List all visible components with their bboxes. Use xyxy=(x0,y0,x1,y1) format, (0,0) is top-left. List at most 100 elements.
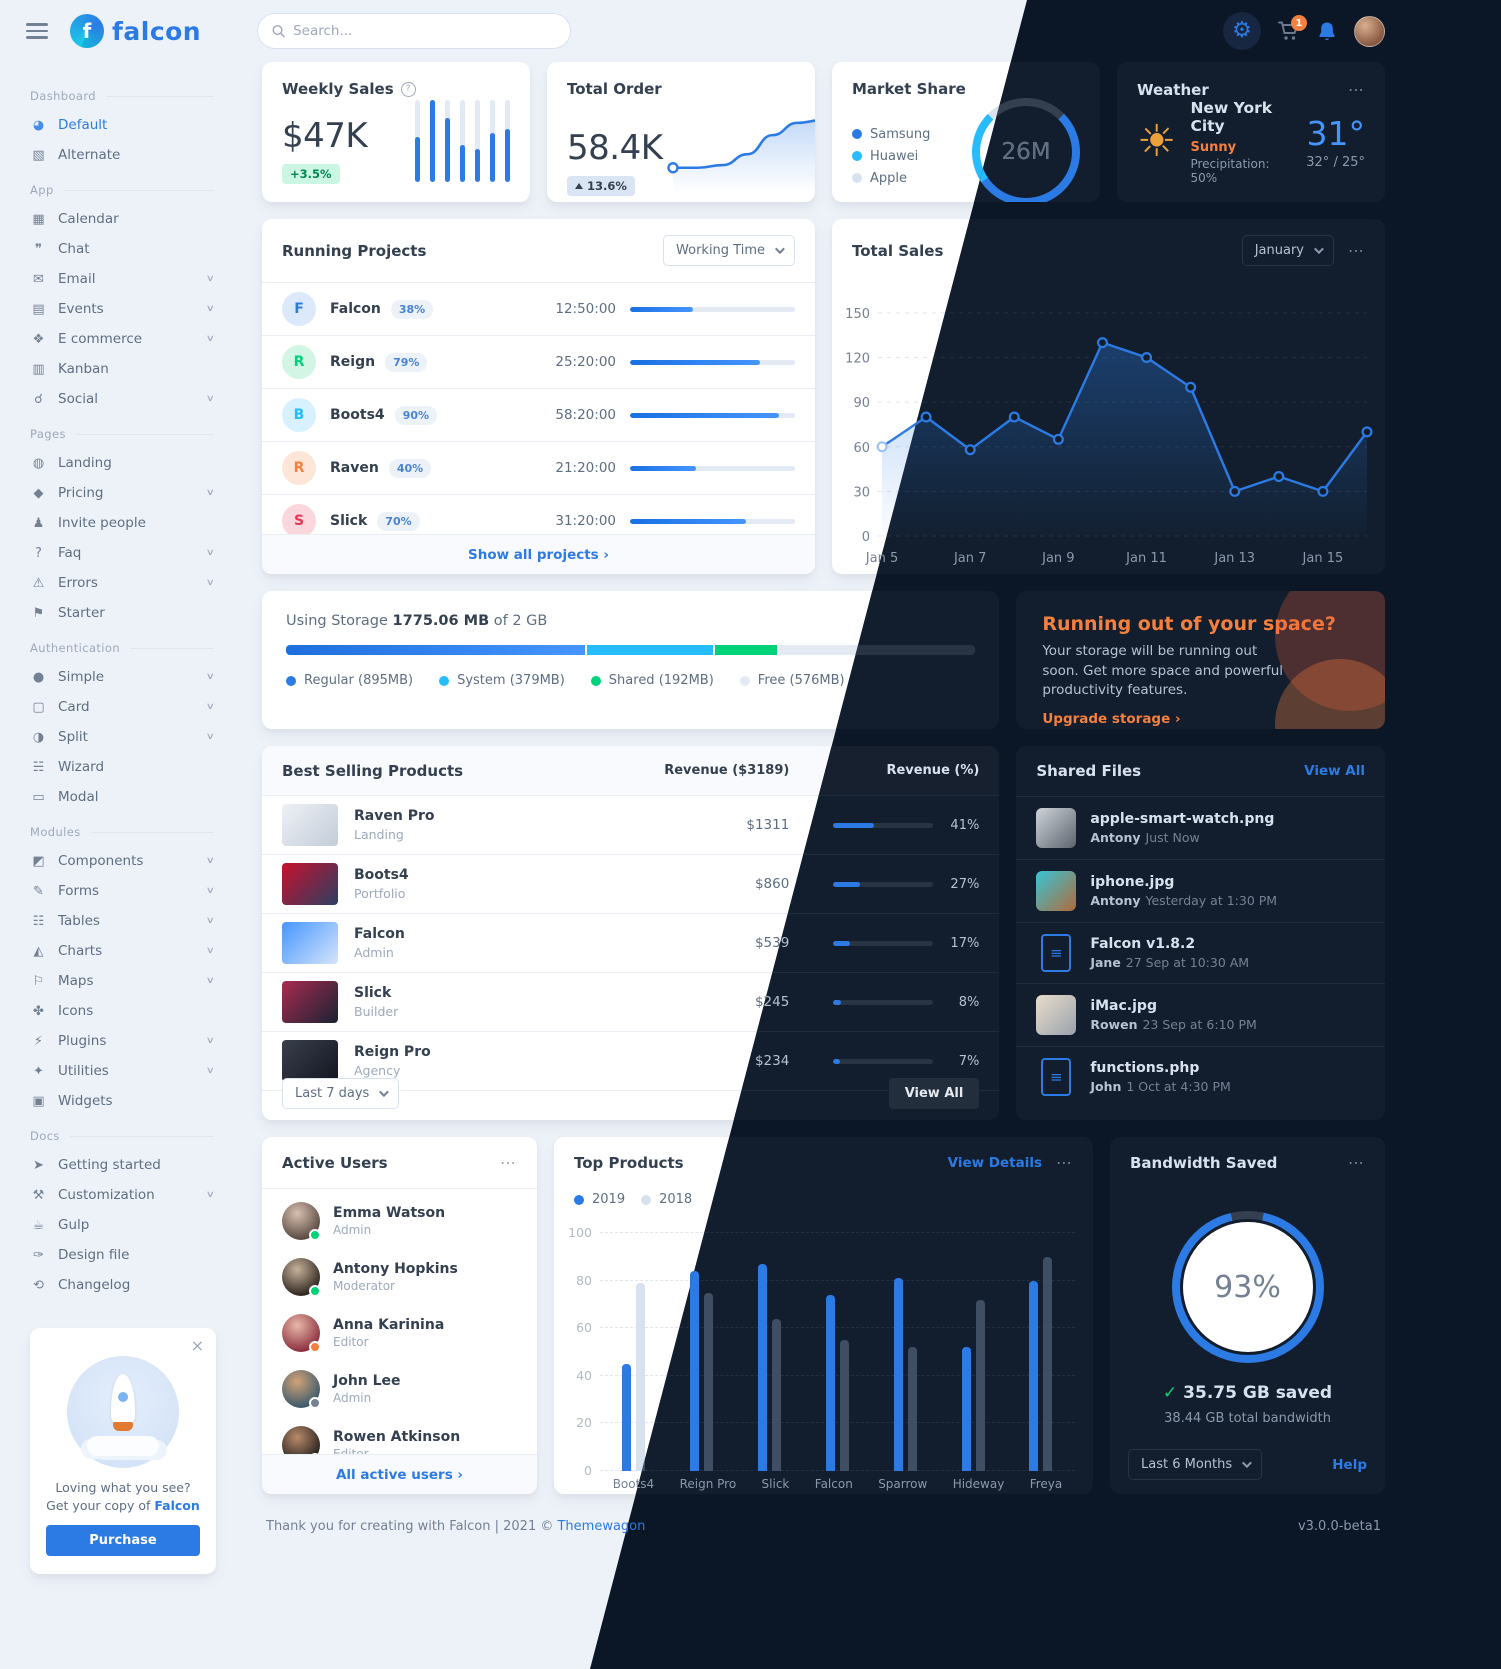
more-menu-icon[interactable]: ⋯ xyxy=(1348,241,1365,260)
project-row[interactable]: R Reign 79% 25:20:00 xyxy=(262,336,815,389)
more-menu-icon[interactable]: ⋯ xyxy=(1056,1153,1073,1172)
card-icon: ▢ xyxy=(32,699,45,715)
shared-files-view-all-link[interactable]: View All xyxy=(1304,763,1365,779)
search-input[interactable] xyxy=(293,23,557,39)
last-6-months-dropdown[interactable]: Last 6 Months xyxy=(1128,1449,1263,1480)
top-products-legend-2019[interactable]: 2019 xyxy=(574,1192,625,1207)
sidebar-item-charts[interactable]: ◭ Charts ∨ xyxy=(30,936,216,966)
sidebar-item-starter[interactable]: ⚑ Starter xyxy=(30,598,214,628)
best-selling-row[interactable]: Boots4 Portfolio $860 27% xyxy=(262,855,1000,914)
month-dropdown[interactable]: January xyxy=(1241,235,1334,266)
sidebar-item-errors[interactable]: ⚠ Errors ∨ xyxy=(30,568,216,598)
sidebar-item-social[interactable]: ☌ Social ∨ xyxy=(30,384,215,414)
view-all-button[interactable]: View All xyxy=(888,1078,980,1109)
last-7-days-dropdown[interactable]: Last 7 days xyxy=(282,1078,400,1109)
themewagon-link[interactable]: Themewagon xyxy=(557,1519,646,1534)
sidebar-item-maps[interactable]: ⚐ Maps ∨ xyxy=(30,966,216,996)
sidebar-item-card[interactable]: ▢ Card ∨ xyxy=(30,692,215,722)
sidebar-item-pricing[interactable]: ◆ Pricing ∨ xyxy=(30,478,216,508)
cart-button[interactable]: 1 xyxy=(1278,15,1307,41)
sidebar-item-calendar[interactable]: ▦ Calendar xyxy=(30,204,214,234)
sidebar-item-plugins[interactable]: ⚡ Plugins ∨ xyxy=(30,1026,215,1056)
upgrade-storage-link[interactable]: Upgrade storage › xyxy=(1042,710,1181,727)
legend-dot xyxy=(641,1194,652,1205)
more-menu-icon[interactable]: ⋯ xyxy=(500,1153,517,1172)
palette-icon: ✑ xyxy=(33,1247,44,1263)
sidebar-item-widgets[interactable]: ▣ Widgets xyxy=(30,1086,214,1116)
total-sales-title: Total Sales xyxy=(852,241,944,260)
sidebar-item-e-commerce[interactable]: ❖ E commerce ∨ xyxy=(30,324,216,354)
sidebar-item-chat[interactable]: ❞ Chat xyxy=(30,234,214,264)
more-menu-icon[interactable]: ⋯ xyxy=(1348,80,1365,99)
promo-falcon-link[interactable]: Falcon xyxy=(154,1498,200,1513)
project-row[interactable]: R Raven 40% 21:20:00 xyxy=(262,442,815,495)
search-box[interactable] xyxy=(257,13,572,49)
sidebar-item-faq[interactable]: ? Faq ∨ xyxy=(30,538,215,568)
envelope-icon: ✉ xyxy=(33,271,44,287)
sidebar-item-changelog[interactable]: ⟲ Changelog xyxy=(30,1270,214,1300)
brand-logo[interactable]: falcon xyxy=(70,14,201,48)
purchase-button[interactable]: Purchase xyxy=(46,1525,200,1556)
warning-icon: ⚠ xyxy=(32,575,45,591)
working-time-dropdown[interactable]: Working Time xyxy=(663,235,795,266)
file-name: Falcon v1.8.2 xyxy=(1090,936,1196,952)
show-all-projects-link[interactable]: Show all projects › xyxy=(468,546,609,563)
sidebar-item-icons[interactable]: ✤ Icons xyxy=(30,996,214,1026)
weekly-sales-bar xyxy=(415,100,420,182)
sidebar-item-label: Invite people xyxy=(58,515,146,531)
user-avatar[interactable] xyxy=(1354,15,1385,47)
best-selling-row[interactable]: Falcon Admin $539 17% xyxy=(262,914,1000,973)
more-menu-icon[interactable]: ⋯ xyxy=(1348,1153,1365,1172)
sidebar-item-label: Icons xyxy=(58,1003,94,1019)
top-products-legend-2018[interactable]: 2018 xyxy=(641,1192,692,1207)
help-link[interactable]: Help xyxy=(1332,1456,1367,1473)
close-icon[interactable]: × xyxy=(190,1336,204,1355)
sidebar-item-default[interactable]: ◕ Default xyxy=(30,110,214,140)
best-selling-row[interactable]: Slick Builder $245 8% xyxy=(262,973,1000,1032)
sidebar-item-modal[interactable]: ▭ Modal xyxy=(30,782,214,812)
sidebar-item-tables[interactable]: ☷ Tables ∨ xyxy=(30,906,216,936)
shared-file-row[interactable]: iMac.jpg Rowen 23 Sep at 6:10 PM xyxy=(1016,984,1385,1047)
sidebar-item-getting-started[interactable]: ➤ Getting started xyxy=(30,1150,214,1180)
active-user-row[interactable]: Emma Watson Admin xyxy=(262,1193,537,1249)
project-row[interactable]: F Falcon 38% 12:50:00 xyxy=(262,283,815,336)
sidebar-item-forms[interactable]: ✎ Forms ∨ xyxy=(30,876,215,906)
sidebar-item-landing[interactable]: ◍ Landing xyxy=(30,448,214,478)
sidebar-item-design-file[interactable]: ✑ Design file xyxy=(30,1240,214,1270)
info-icon[interactable]: ? xyxy=(400,81,416,97)
shared-file-row[interactable]: apple-smart-watch.png Antony Just Now xyxy=(1016,797,1385,860)
best-selling-row[interactable]: Raven Pro Landing $1311 41% xyxy=(262,796,1000,855)
notifications-button[interactable] xyxy=(1317,21,1337,42)
sidebar-item-wizard[interactable]: ☵ Wizard xyxy=(30,752,214,782)
settings-button[interactable]: ⚙ xyxy=(1223,12,1261,50)
shared-file-row[interactable]: iphone.jpg Antony Yesterday at 1:30 PM xyxy=(1016,860,1385,923)
product-name: Reign Pro xyxy=(354,1044,431,1060)
bandwidth-donut-chart: 93% xyxy=(1171,1211,1324,1363)
sidebar-item-email[interactable]: ✉ Email ∨ xyxy=(30,264,215,294)
sidebar-item-simple[interactable]: ● Simple ∨ xyxy=(30,662,215,692)
active-user-row[interactable]: Anna Karinina Editor xyxy=(262,1305,537,1361)
sidebar-item-events[interactable]: ▤ Events ∨ xyxy=(30,294,215,324)
sidebar-item-invite-people[interactable]: ♟ Invite people xyxy=(30,508,214,538)
active-user-row[interactable]: John Lee Admin xyxy=(262,1361,537,1417)
chevron-down-icon: ∨ xyxy=(206,856,216,866)
sidebar-item-split[interactable]: ◑ Split ∨ xyxy=(30,722,215,752)
all-active-users-link[interactable]: All active users › xyxy=(335,1466,463,1483)
sidebar-item-alternate[interactable]: ▧ Alternate xyxy=(30,140,214,170)
hamburger-menu-icon[interactable] xyxy=(26,19,48,43)
sidebar-item-utilities[interactable]: ✦ Utilities ∨ xyxy=(30,1056,215,1086)
active-user-row[interactable]: Antony Hopkins Moderator xyxy=(262,1249,537,1305)
project-row[interactable]: B Boots4 90% 58:20:00 xyxy=(262,389,815,442)
sidebar-item-customization[interactable]: ⚒ Customization ∨ xyxy=(30,1180,216,1210)
calendar-icon: ▦ xyxy=(32,211,45,227)
sidebar-item-components[interactable]: ◩ Components ∨ xyxy=(30,846,216,876)
running-projects-title: Running Projects xyxy=(282,241,427,260)
sidebar-item-gulp[interactable]: ☕ Gulp xyxy=(30,1210,214,1240)
view-details-link[interactable]: View Details xyxy=(947,1154,1042,1171)
sidebar-item-kanban[interactable]: ▥ Kanban xyxy=(30,354,214,384)
weekly-sales-bar xyxy=(460,100,465,182)
